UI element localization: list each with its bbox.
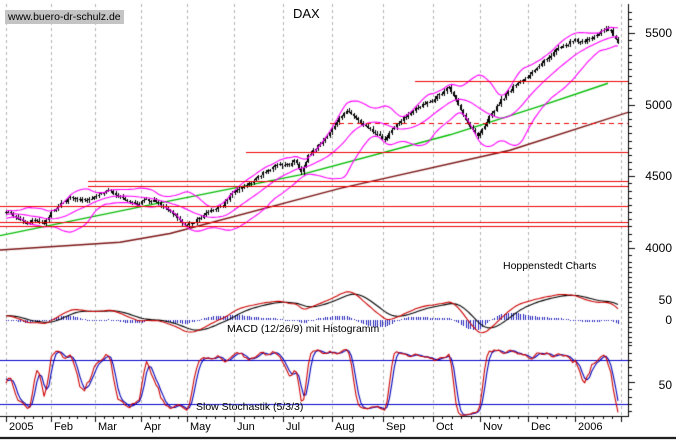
x-axis-label: Nov: [483, 421, 503, 433]
stoch-panel-label: Slow Stochastik (5/3/3): [196, 401, 304, 413]
x-axis-label: Aug: [335, 421, 355, 433]
x-axis-label: Jun: [237, 421, 255, 433]
x-axis-label: Mar: [98, 421, 117, 433]
x-axis-label: Jul: [286, 421, 301, 433]
x-axis-label: Sep: [386, 421, 406, 433]
x-axis-label: May: [190, 421, 211, 433]
price-axis-label-5000: 5000: [645, 98, 672, 112]
macd-axis-label-50: 50: [658, 293, 672, 307]
price-axis-label-4500: 4500: [645, 169, 672, 183]
branding-label: Hoppenstedt Charts: [503, 260, 597, 272]
x-axis-label: Oct: [436, 421, 454, 433]
page-title: DAX: [293, 6, 320, 21]
price-axis-label-4000: 4000: [645, 241, 672, 255]
watermark: www.buero-dr-schulz.de: [5, 10, 124, 24]
x-axis-label: 2005: [9, 421, 34, 433]
macd-axis-label-0: 0: [665, 313, 672, 327]
stoch-axis-label-50: 50: [658, 378, 672, 392]
x-axis-label: 2006: [578, 421, 603, 433]
x-axis-label: Feb: [54, 421, 73, 433]
macd-panel-label: MACD (12/26/9) mit Histogramm: [227, 323, 380, 335]
price-axis-label-5500: 5500: [645, 26, 672, 40]
x-axis-label: Dec: [531, 421, 551, 433]
x-axis-label: Apr: [144, 421, 162, 433]
